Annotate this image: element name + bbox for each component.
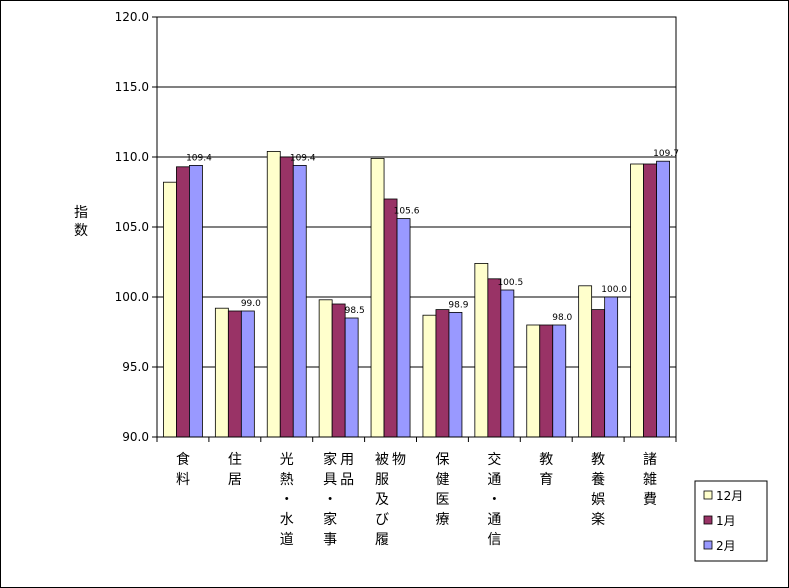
legend-swatch [703,490,713,500]
bar [578,285,593,438]
data-label: 100.0 [601,285,627,295]
y-axis-ticks: 90.0 95.0 100.0 105.0 110.0 115.0 120.0 [115,10,157,444]
bars [163,150,670,438]
y-tick-label: 120.0 [115,10,149,24]
y-axis-title: 指数 [74,205,88,239]
bar [266,150,281,438]
y-tick-label: 115.0 [115,80,149,94]
data-label: 109.7 [653,149,679,159]
bar [656,160,670,438]
bar [318,299,333,438]
legend-label: 12月 [716,489,743,503]
category-label: 交通・通信 [487,451,501,548]
bar [435,309,450,438]
bar [591,309,606,438]
data-label: 105.6 [394,207,420,217]
y-tick-label: 90.0 [122,430,149,444]
data-label: 99.0 [241,299,261,309]
bar [331,303,346,438]
data-labels: 109.4 99.0 109.4 98.5 105.6 98.9 100.5 98.0 100.… [186,149,679,323]
bar [176,166,190,438]
bar [474,262,489,438]
bar [539,324,554,438]
y-tick-label: 95.0 [122,360,149,374]
bar [279,156,294,438]
data-label: 109.4 [186,153,212,163]
bar [487,278,502,438]
category-label: 住居 [228,452,242,488]
category-label: 教養娯楽 [591,452,605,528]
bar [370,157,385,438]
bar [163,181,177,438]
data-label: 109.4 [290,153,316,163]
bar [630,163,644,438]
category-label: 食料 [176,451,190,488]
data-label: 98.0 [552,313,572,323]
bar [227,310,242,438]
bar [344,317,359,438]
bar [214,307,229,438]
legend-swatch [703,540,713,550]
bar [500,289,515,438]
category-label: 諸雑費 [643,452,657,508]
bar [643,163,657,438]
data-label: 98.9 [448,300,468,310]
category-label: 家具・家事用品 [323,451,354,548]
bar [292,164,307,438]
axes [156,16,677,442]
y-tick-label: 100.0 [115,290,149,304]
category-label: 保健医療 [435,452,449,528]
bar [604,296,619,438]
data-label: 100.5 [497,278,523,288]
y-tick-label: 110.0 [115,150,149,164]
legend-swatch [703,515,713,525]
bar [383,198,398,438]
category-label: 光熱・水道 [280,452,294,548]
y-axis-label: 指数 [74,205,88,239]
legend-label: 1月 [716,514,736,528]
bar [526,324,541,438]
bar [189,164,203,438]
bar [448,311,463,438]
category-label: 被服及び履物 [375,452,406,548]
bar [422,314,437,438]
legend-label: 2月 [716,539,736,553]
y-tick-label: 105.0 [115,220,149,234]
data-label: 98.5 [345,306,365,316]
bar [552,324,567,438]
legend: 12月 1月 2月 [694,480,768,562]
bar [240,310,255,438]
category-label: 教育 [539,452,553,488]
bar [396,218,411,438]
